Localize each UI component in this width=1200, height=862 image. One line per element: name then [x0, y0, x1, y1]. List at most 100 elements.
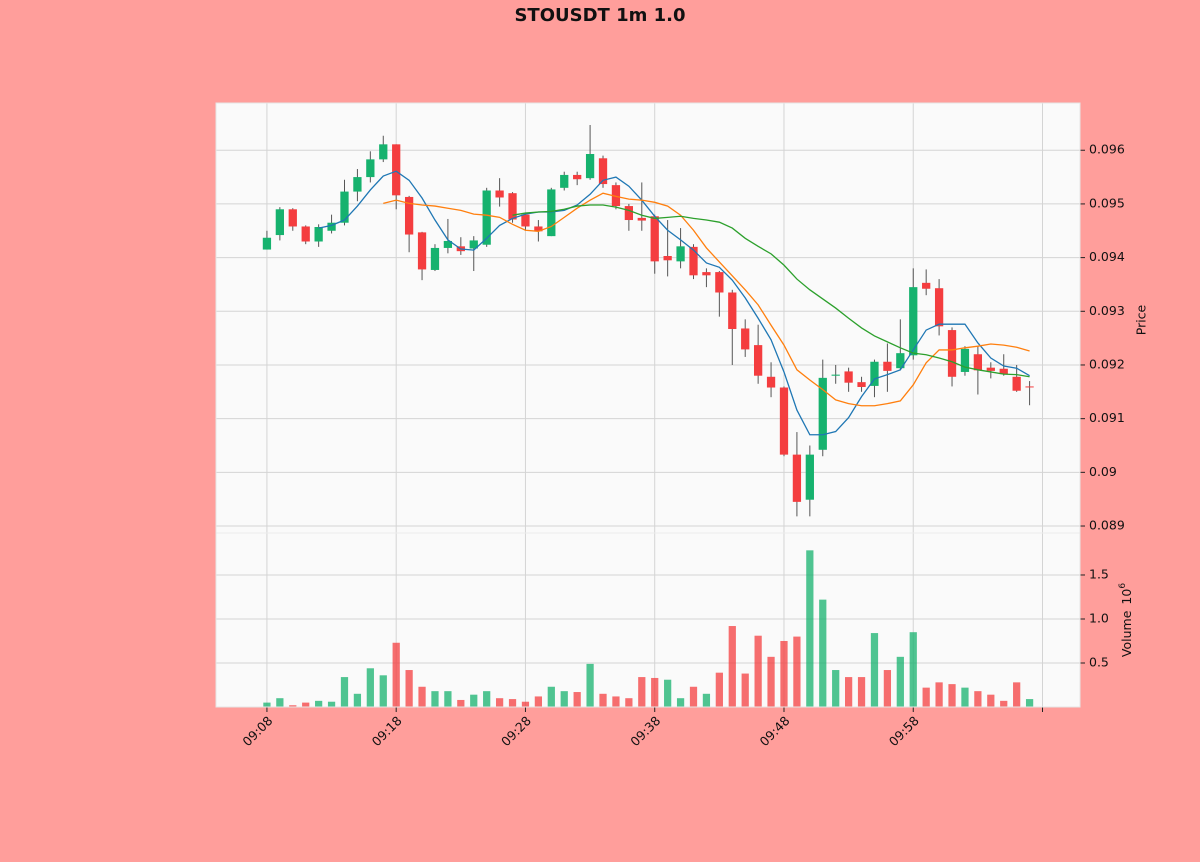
candle-body: [973, 354, 983, 371]
candle-body: [404, 196, 414, 235]
volume-bar: [689, 686, 698, 707]
candle-body: [366, 159, 375, 178]
volume-bar: [741, 673, 749, 707]
volume-bar: [974, 691, 982, 707]
volume-bar: [289, 705, 297, 707]
candle-body: [547, 189, 556, 237]
volume-bar: [857, 677, 866, 707]
candle-body: [779, 387, 789, 455]
candle-body: [805, 454, 814, 500]
volume-bar: [676, 698, 685, 707]
volume-bar: [935, 682, 943, 707]
y-tick-label: 0.093: [1089, 303, 1125, 318]
volume-bar: [728, 626, 736, 707]
candle-body: [573, 174, 582, 180]
volume-bar: [987, 694, 995, 707]
volume-bar: [832, 670, 840, 707]
volume-bar: [883, 670, 892, 707]
candle-body: [999, 368, 1008, 375]
candle-body: [508, 193, 517, 220]
volume-bar: [715, 672, 723, 707]
candle-body: [430, 247, 440, 270]
candle-body: [870, 361, 879, 386]
candle-body: [792, 454, 802, 502]
volume-bar: [612, 696, 620, 707]
volume-bar: [909, 632, 917, 707]
candle-body: [922, 282, 931, 289]
volume-bar: [806, 550, 814, 707]
candle-body: [469, 240, 478, 249]
volume-offset-exponent: 6: [1118, 583, 1128, 589]
candle-body: [443, 240, 453, 248]
volume-bar: [392, 642, 400, 707]
volume-bar: [379, 675, 387, 707]
candle-body: [560, 174, 569, 188]
candle-body: [663, 255, 672, 261]
volume-bar: [780, 640, 788, 707]
candle-body: [482, 190, 491, 245]
volume-bar: [586, 663, 594, 707]
moving-average-line: [318, 170, 1030, 436]
volume-bar: [276, 698, 284, 707]
candle-body: [262, 237, 272, 250]
candle-body: [624, 206, 634, 221]
volume-bar: [353, 693, 362, 707]
y-tick-label: 0.092: [1089, 356, 1125, 371]
candle-body: [934, 288, 944, 327]
candle-body: [327, 222, 336, 231]
volume-bar: [1013, 682, 1021, 707]
candle-body: [766, 376, 776, 388]
y-tick-label: 0.094: [1089, 249, 1125, 264]
candle-body: [844, 371, 853, 383]
volume-label-text: Volume: [1119, 610, 1134, 657]
candle-body: [689, 246, 698, 276]
volume-bar: [560, 691, 568, 707]
candle-body: [676, 246, 685, 262]
candle-body: [637, 217, 646, 221]
y-tick-label: 0.09: [1089, 464, 1117, 479]
volume-bar: [366, 668, 374, 707]
y-tick-label: 1.5: [1089, 566, 1109, 581]
volume-bar: [896, 656, 904, 707]
volume-bar: [340, 677, 349, 707]
volume-bar: [495, 698, 504, 707]
y-tick-label: 0.096: [1089, 142, 1125, 157]
candle-body: [650, 216, 659, 262]
volume-bar: [508, 699, 517, 707]
volume-bar: [470, 694, 478, 707]
volume-bar: [870, 633, 879, 707]
volume-bar: [599, 693, 607, 707]
moving-average-line: [512, 204, 1030, 378]
candle-body: [611, 185, 621, 207]
volume-bar: [625, 698, 633, 707]
volume-bar: [819, 599, 827, 707]
candle-body: [831, 374, 840, 376]
candle-body: [960, 348, 970, 372]
candle-body: [1025, 386, 1034, 388]
y-tick-label: 0.095: [1089, 195, 1125, 210]
volume-bar: [638, 677, 646, 707]
volume-offset-base: 10: [1119, 589, 1134, 605]
candle-body: [728, 292, 737, 330]
volume-bar: [948, 684, 956, 707]
volume-bar: [534, 696, 543, 707]
candle-body: [534, 226, 543, 232]
volume-bar: [702, 693, 711, 707]
candle-body: [314, 227, 323, 242]
volume-bar: [431, 691, 439, 707]
volume-bar: [444, 691, 452, 707]
volume-bar: [302, 702, 310, 707]
volume-bar: [922, 687, 930, 707]
candle-body: [495, 190, 504, 198]
volume-bar: [961, 687, 969, 707]
volume-bar: [651, 677, 659, 707]
candle-body: [986, 367, 995, 371]
candle-body: [301, 226, 310, 242]
candle-body: [353, 177, 362, 192]
candle-body: [1012, 376, 1021, 391]
candle-body: [379, 144, 388, 160]
volume-bar: [315, 700, 323, 707]
volume-bar: [1025, 699, 1034, 707]
volume-bar: [405, 670, 413, 707]
